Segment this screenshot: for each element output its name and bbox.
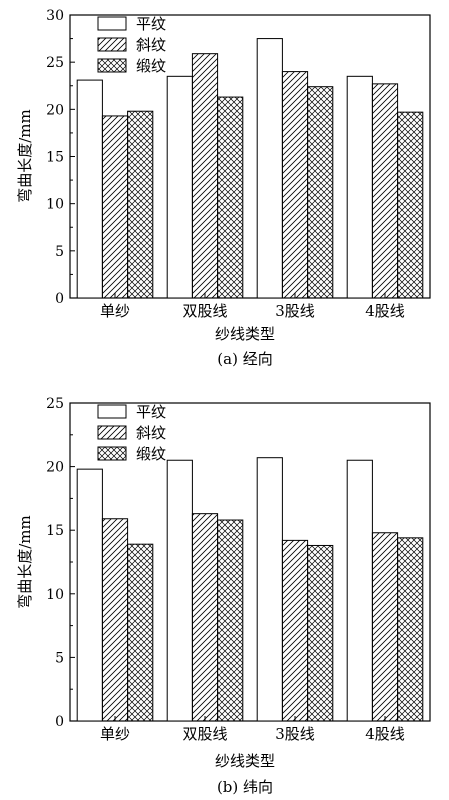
x-tick-label: 单纱	[100, 302, 130, 320]
legend-label: 斜纹	[136, 424, 166, 442]
bar	[307, 86, 334, 299]
legend-item: 缎纹	[97, 57, 166, 75]
bar	[371, 532, 399, 722]
y-tick-label: 20	[46, 460, 64, 476]
legend-item: 缎纹	[97, 445, 166, 463]
y-axis-label: 弯曲长度/mm	[16, 515, 34, 609]
legend-swatch	[97, 37, 127, 52]
bar	[217, 96, 244, 299]
legend-swatch	[97, 16, 127, 31]
bar	[281, 539, 309, 722]
bar	[166, 459, 193, 722]
legend-swatch	[97, 425, 127, 440]
y-tick-label: 10	[46, 197, 64, 213]
y-tick-label: 0	[55, 291, 64, 307]
legend-swatch	[97, 446, 127, 461]
bar	[101, 115, 129, 299]
bar	[281, 71, 309, 299]
bar	[371, 83, 399, 299]
y-axis: 0 5 10 15 20 25 30	[46, 8, 75, 307]
x-tick-label: 双股线	[182, 302, 227, 320]
x-tick-label: 单纱	[100, 725, 130, 743]
bar	[256, 38, 283, 299]
bar	[346, 459, 373, 722]
y-tick-label: 25	[46, 55, 64, 71]
y-tick-label: 20	[46, 102, 64, 118]
y-tick-label: 15	[46, 523, 64, 539]
bar	[166, 75, 193, 299]
legend-swatch	[97, 404, 127, 419]
legend-label: 平纹	[136, 15, 166, 33]
y-tick-label: 0	[55, 714, 64, 730]
y-tick-label: 10	[46, 587, 64, 603]
y-tick-label: 15	[46, 150, 64, 166]
bar	[307, 544, 334, 722]
bar	[397, 537, 424, 722]
legend-label: 缎纹	[136, 57, 166, 75]
bar	[397, 111, 424, 299]
y-tick-label: 5	[55, 244, 64, 260]
y-tick-label: 5	[55, 650, 64, 666]
legend-item: 斜纹	[97, 36, 166, 54]
x-tick-label: 3股线	[275, 302, 315, 320]
x-axis: 单纱 双股线 3股线 4股线	[100, 716, 405, 743]
y-axis-label: 弯曲长度/mm	[16, 109, 34, 203]
legend-label: 平纹	[136, 403, 166, 421]
figure-caption: (b) 纬向	[217, 778, 273, 796]
x-axis-label: 纱线类型	[215, 325, 275, 343]
bar	[101, 518, 129, 722]
y-tick-label: 25	[46, 396, 64, 412]
bars	[76, 457, 424, 722]
bar	[127, 543, 154, 722]
legend-item: 斜纹	[97, 424, 166, 442]
y-tick-label: 30	[46, 8, 64, 24]
x-tick-label: 3股线	[275, 725, 315, 743]
legend-item: 平纹	[97, 403, 166, 421]
bar	[191, 53, 219, 299]
bar	[256, 457, 283, 722]
x-axis-label: 纱线类型	[215, 752, 275, 770]
legend-label: 斜纹	[136, 36, 166, 54]
bar	[191, 513, 219, 722]
legend-label: 缎纹	[136, 445, 166, 463]
bars	[76, 38, 424, 299]
x-tick-label: 4股线	[365, 302, 405, 320]
figure-caption: (a) 经向	[217, 350, 272, 368]
legend-item: 平纹	[97, 15, 166, 33]
x-tick-label: 双股线	[182, 725, 227, 743]
x-tick-label: 4股线	[365, 725, 405, 743]
legend-swatch	[97, 58, 127, 73]
bar	[346, 75, 373, 299]
bar	[127, 110, 154, 299]
bar	[217, 519, 244, 722]
y-axis: 0 5 10 15 20 25	[46, 396, 75, 730]
bar	[76, 79, 103, 299]
bar	[76, 468, 103, 722]
